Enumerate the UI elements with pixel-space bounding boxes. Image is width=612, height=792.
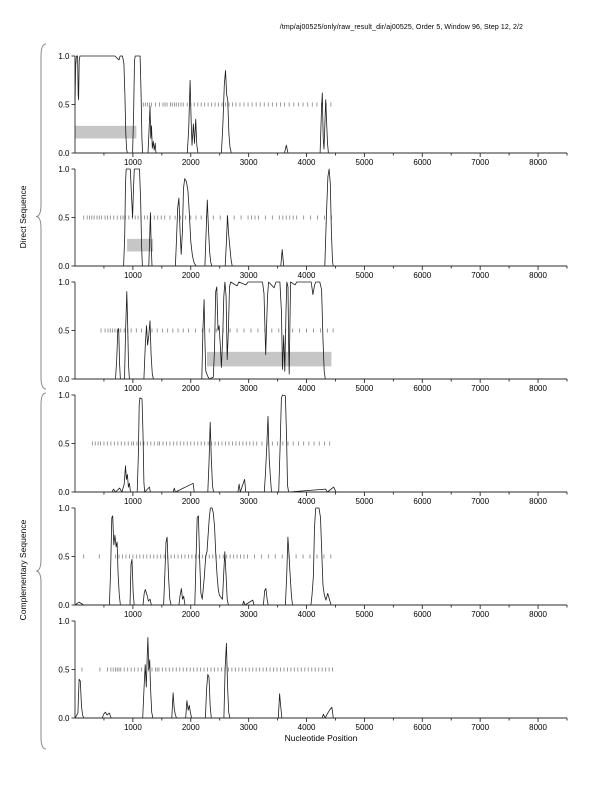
panel-2-ytick-label: 1.0	[58, 165, 70, 174]
panel-4-xtick-label: 5000	[356, 497, 374, 506]
panel-5-xtick-label: 4000	[298, 610, 316, 619]
panel-4-xtick-label: 6000	[413, 497, 431, 506]
panel-4-xtick-label: 4000	[298, 497, 316, 506]
panel-2-xtick-label: 7000	[471, 271, 489, 280]
panel-3-xtick-label: 1000	[124, 384, 142, 393]
panel-2-orf-markers	[83, 215, 332, 220]
panel-2-xtick-label: 4000	[298, 271, 316, 280]
panel-5-xtick-label: 7000	[471, 610, 489, 619]
panel-3-xtick-label: 8000	[529, 384, 547, 393]
panel-4-ytick-label: 0.0	[58, 488, 70, 497]
panel-5-xtick-label: 6000	[413, 610, 431, 619]
panel-1-xtick-label: 2000	[182, 158, 200, 167]
panel-6-xtick-label: 6000	[413, 723, 431, 732]
panel-3-ytick-label: 0.5	[58, 326, 70, 335]
panel-4-orf-markers	[91, 441, 331, 446]
panel-6-xtick-label: 1000	[124, 723, 142, 732]
panel-6-xtick-label: 3000	[240, 723, 258, 732]
panel-6-ytick-label: 0.0	[58, 714, 70, 723]
panel-5-ytick-label: 0.5	[58, 552, 70, 561]
panel-5-ytick-label: 1.0	[58, 504, 70, 513]
panel-3-orf-markers	[100, 328, 334, 333]
panel-3-xtick-label: 2000	[182, 384, 200, 393]
panel-3-ytick-label: 1.0	[58, 278, 70, 287]
gene-prediction-box	[206, 351, 332, 367]
panel-1-probability-curve	[74, 55, 567, 154]
panel-2-xtick-label: 5000	[356, 271, 374, 280]
panel-1-ytick-label: 0.5	[58, 100, 70, 109]
direct-sequence-brace	[35, 43, 47, 390]
panel-5-complementary: 0.0 0.5 1.0 1000 2000 3000 4000 5000 6000 7000 800…	[58, 504, 568, 619]
panel-3-xtick-label: 4000	[298, 384, 316, 393]
panel-6-xtick-label: 7000	[471, 723, 489, 732]
panel-5-xtick-label: 2000	[182, 610, 200, 619]
panel-6-xtick-label: 5000	[356, 723, 374, 732]
complementary-sequence-brace	[35, 392, 47, 750]
panel-1-xtick-label: 7000	[471, 158, 489, 167]
panel-5-axes	[71, 507, 568, 609]
panel-2-probability-curve	[75, 168, 567, 267]
panel-3-probability-curve	[75, 281, 567, 380]
panel-1-ytick-label: 1.0	[58, 52, 70, 61]
panel-5-xtick-label: 5000	[356, 610, 374, 619]
panel-4-xtick-label: 3000	[240, 497, 258, 506]
panel-5-ytick-label: 0.0	[58, 601, 70, 610]
panel-5-xtick-label: 1000	[124, 610, 142, 619]
panel-6-axes	[71, 620, 568, 722]
panel-3-axes	[71, 281, 568, 383]
panel-4-axes	[71, 394, 568, 496]
panel-2-xtick-label: 3000	[240, 271, 258, 280]
panel-5-probability-curve	[74, 507, 567, 606]
panel-2-ytick-label: 0.0	[58, 262, 70, 271]
panel-4-xtick-label: 7000	[471, 497, 489, 506]
panel-4-xtick-label: 8000	[529, 497, 547, 506]
panel-6-complementary: 0.0 0.5 1.0 1000 2000 3000 4000 5000 6000 7000 800…	[58, 617, 568, 732]
gene-prediction-box	[127, 238, 154, 252]
x-axis-title: Nucleotide Position	[284, 733, 358, 743]
panel-6-probability-curve	[74, 637, 567, 719]
panel-5-orf-markers	[83, 554, 332, 559]
panel-6-ytick-label: 1.0	[58, 617, 70, 626]
panel-6-xtick-label: 4000	[298, 723, 316, 732]
panel-2-direct: 0.0 0.5 1.0 1000 2000 3000 4000 5000 6000 7000 800…	[58, 165, 568, 280]
panel-6-ytick-label: 0.5	[58, 665, 70, 674]
panel-4-ytick-label: 1.0	[58, 391, 70, 400]
panel-2-xtick-label: 2000	[182, 271, 200, 280]
panel-1-orf-markers	[142, 102, 332, 107]
gene-prediction-box	[75, 125, 137, 139]
panel-4-xtick-label: 1000	[124, 497, 142, 506]
panel-3-xtick-label: 6000	[413, 384, 431, 393]
plot-title: /tmp/aj00525/only/raw_result_dir/aj00525…	[279, 24, 523, 31]
panel-1-xtick-label: 6000	[413, 158, 431, 167]
panel-3-xtick-label: 5000	[356, 384, 374, 393]
panel-5-xtick-label: 8000	[529, 610, 547, 619]
panel-1-axes	[71, 55, 568, 157]
panel-3-xtick-label: 7000	[471, 384, 489, 393]
panel-1-xtick-label: 4000	[298, 158, 316, 167]
panel-1-xtick-label: 8000	[529, 158, 547, 167]
panel-4-complementary: 0.0 0.5 1.0 1000 2000 3000 4000 5000 6000 7000 800…	[58, 391, 568, 506]
panel-2-xtick-label: 6000	[413, 271, 431, 280]
panel-2-ytick-label: 0.5	[58, 213, 70, 222]
panel-1-xtick-label: 5000	[356, 158, 374, 167]
panel-3-ytick-label: 0.0	[58, 375, 70, 384]
panel-6-xtick-label: 2000	[182, 723, 200, 732]
panel-4-probability-curve	[75, 394, 567, 493]
panel-3-direct: 0.0 0.5 1.0 1000 2000 3000 4000 5000 6000 7000 800…	[58, 278, 568, 393]
panel-4-ytick-label: 0.5	[58, 439, 70, 448]
panel-2-xtick-label: 8000	[529, 271, 547, 280]
panel-1-xtick-label: 3000	[240, 158, 258, 167]
panel-6-orf-markers	[81, 667, 334, 672]
panel-2-xtick-label: 1000	[124, 271, 142, 280]
panel-5-xtick-label: 3000	[240, 610, 258, 619]
panel-1-direct: 0.0 0.5 1.0 1000 2000 3000 4000 5000 6000 7000 800…	[58, 52, 568, 167]
panel-2-axes	[71, 168, 568, 270]
panel-1-ytick-label: 0.0	[58, 149, 70, 158]
panel-4-xtick-label: 2000	[182, 497, 200, 506]
panel-6-xtick-label: 8000	[529, 723, 547, 732]
panel-1-xtick-label: 1000	[124, 158, 142, 167]
panel-3-xtick-label: 3000	[240, 384, 258, 393]
